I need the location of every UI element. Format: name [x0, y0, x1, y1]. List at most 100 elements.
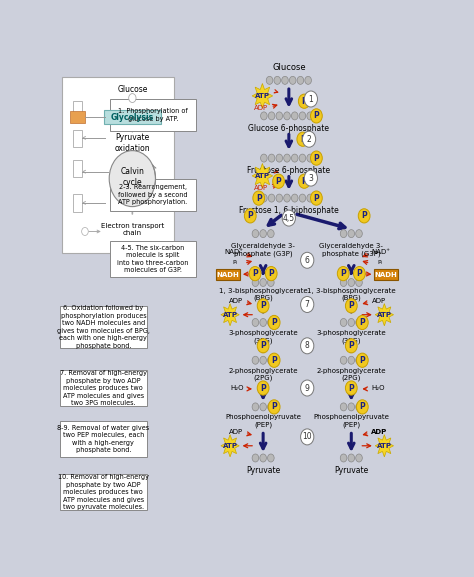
Text: Phosphoenolpyruvate
(PEP): Phosphoenolpyruvate (PEP)	[225, 414, 301, 428]
Circle shape	[302, 131, 316, 147]
Circle shape	[265, 267, 277, 281]
FancyBboxPatch shape	[109, 241, 196, 277]
Polygon shape	[221, 434, 239, 457]
Circle shape	[356, 454, 362, 462]
Circle shape	[348, 403, 355, 411]
FancyBboxPatch shape	[60, 370, 146, 406]
Circle shape	[252, 356, 259, 364]
Text: 9: 9	[305, 384, 310, 392]
Circle shape	[266, 76, 273, 84]
Text: H₂O: H₂O	[371, 385, 384, 391]
Circle shape	[260, 279, 266, 287]
FancyBboxPatch shape	[104, 110, 161, 124]
FancyBboxPatch shape	[62, 77, 174, 253]
Circle shape	[268, 112, 275, 120]
Circle shape	[299, 112, 306, 120]
Circle shape	[267, 403, 274, 411]
Circle shape	[267, 454, 274, 462]
Circle shape	[252, 230, 259, 238]
Text: P: P	[348, 301, 354, 310]
Circle shape	[356, 230, 362, 238]
FancyBboxPatch shape	[109, 99, 196, 130]
Text: ATP: ATP	[377, 312, 392, 318]
Circle shape	[252, 319, 259, 327]
Circle shape	[356, 316, 368, 329]
Text: P: P	[260, 342, 266, 350]
Text: P: P	[268, 269, 274, 278]
Text: 1, 3-bisphosphoglycerate
(BPG): 1, 3-bisphosphoglycerate (BPG)	[219, 288, 308, 301]
Text: P: P	[361, 211, 367, 220]
Circle shape	[358, 209, 370, 223]
Circle shape	[290, 76, 296, 84]
Text: H₂O: H₂O	[230, 385, 244, 391]
Text: P: P	[359, 402, 365, 411]
Circle shape	[340, 403, 347, 411]
Circle shape	[252, 454, 259, 462]
Text: 3-phosphoglycerate
(3PG): 3-phosphoglycerate (3PG)	[228, 330, 298, 343]
Text: Pᵢ: Pᵢ	[232, 260, 237, 265]
Circle shape	[346, 299, 357, 313]
Circle shape	[346, 339, 357, 353]
Text: ADP: ADP	[371, 429, 387, 436]
Circle shape	[340, 279, 347, 287]
Text: 4,5: 4,5	[283, 213, 295, 223]
Circle shape	[268, 316, 280, 329]
Circle shape	[356, 353, 368, 368]
Circle shape	[348, 230, 355, 238]
Text: P: P	[271, 402, 277, 411]
Text: Glucose: Glucose	[272, 63, 306, 72]
Text: 1. Phosphorylation of
glucose by ATP.: 1. Phosphorylation of glucose by ATP.	[118, 108, 188, 122]
Text: Glucose: Glucose	[117, 85, 147, 94]
Text: 3: 3	[309, 174, 313, 182]
Circle shape	[284, 154, 290, 162]
Circle shape	[340, 230, 347, 238]
Circle shape	[276, 112, 283, 120]
Text: ATP: ATP	[255, 173, 270, 179]
Bar	[70, 111, 85, 123]
Circle shape	[252, 279, 259, 287]
Circle shape	[348, 356, 355, 364]
Text: P: P	[260, 301, 266, 310]
Text: 6: 6	[305, 256, 310, 265]
FancyBboxPatch shape	[217, 269, 240, 280]
Circle shape	[356, 403, 362, 411]
Text: P: P	[247, 211, 253, 220]
Circle shape	[260, 319, 266, 327]
Circle shape	[301, 380, 314, 396]
Text: 2: 2	[307, 134, 311, 144]
Text: 7: 7	[305, 300, 310, 309]
Circle shape	[340, 319, 347, 327]
Text: Pyruvate: Pyruvate	[334, 466, 368, 475]
Text: 6. Oxidation followed by
phosphorylation produces
two NADH molecules and
gives t: 6. Oxidation followed by phosphorylation…	[57, 305, 150, 349]
Text: 8-9. Removal of water gives
two PEP molecules, each
with a high-energy
phosphate: 8-9. Removal of water gives two PEP mole…	[57, 425, 149, 454]
Circle shape	[128, 93, 136, 103]
Circle shape	[245, 209, 256, 223]
Text: ADP: ADP	[254, 185, 268, 191]
FancyBboxPatch shape	[60, 421, 146, 457]
Circle shape	[267, 356, 274, 364]
FancyBboxPatch shape	[60, 474, 146, 511]
Text: P: P	[271, 318, 277, 327]
Circle shape	[337, 267, 349, 281]
Circle shape	[268, 353, 280, 368]
Circle shape	[268, 400, 280, 414]
Circle shape	[299, 194, 306, 202]
Circle shape	[284, 194, 290, 202]
Text: P: P	[340, 269, 346, 278]
Bar	[73, 100, 82, 118]
Circle shape	[307, 194, 313, 202]
Circle shape	[292, 154, 298, 162]
Text: NADH: NADH	[375, 272, 398, 278]
Text: P: P	[313, 111, 319, 121]
Circle shape	[354, 267, 365, 281]
Text: ADP: ADP	[228, 429, 243, 436]
Text: P: P	[348, 384, 354, 392]
Circle shape	[276, 194, 283, 202]
Circle shape	[310, 109, 322, 123]
Text: Electron transport
chain: Electron transport chain	[101, 223, 164, 236]
Text: P: P	[313, 153, 319, 163]
Text: Fructose 6-phosphate: Fructose 6-phosphate	[247, 166, 330, 175]
Text: P: P	[271, 356, 277, 365]
Circle shape	[301, 338, 314, 354]
Text: Pᵢ: Pᵢ	[378, 260, 383, 265]
